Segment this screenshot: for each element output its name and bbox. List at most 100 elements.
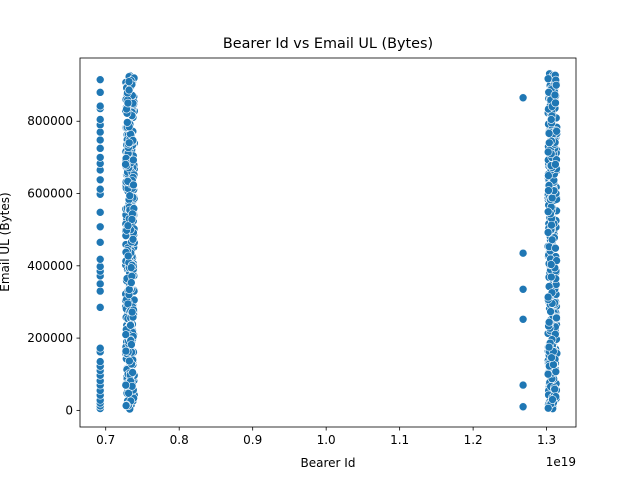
data-point [95,222,105,232]
data-point [543,369,553,379]
data-point [546,260,556,269]
data-point [544,317,554,327]
data-point [121,380,131,390]
data-point [544,129,554,138]
data-points [95,69,562,414]
data-point [546,272,556,282]
data-point [123,251,133,261]
data-point [95,135,105,145]
data-point [124,77,134,86]
data-point [543,292,553,302]
data-point [125,356,134,366]
data-point [543,403,553,413]
data-point [95,343,105,353]
data-point [518,380,528,390]
data-point [95,144,105,153]
data-point [121,330,131,339]
data-point [125,191,135,201]
data-point [551,98,560,108]
data-point [95,75,105,84]
data-point [518,402,528,412]
data-point [126,321,135,330]
x-tick-label: 0.8 [170,433,189,447]
data-point [129,180,138,190]
data-point [127,307,137,317]
x-tick-label: 1.0 [317,433,336,447]
data-point [121,160,130,169]
x-axis-offset-label: 1e19 [546,455,576,469]
data-point [544,186,553,195]
data-point [95,127,105,137]
data-point [543,228,553,237]
data-point [123,118,132,127]
data-point [95,175,105,185]
data-point [548,395,557,404]
data-point [547,220,556,230]
data-point [121,346,131,356]
data-point [551,367,561,376]
data-point [127,215,137,224]
data-point [552,313,561,323]
y-axis-label: Email UL (Bytes) [0,192,12,291]
data-point [552,126,561,136]
data-point [95,357,105,366]
data-point [544,171,553,180]
x-tick-label: 1.3 [537,433,556,447]
x-axis-label: Bearer Id [301,456,356,470]
data-point [543,207,553,217]
data-point [547,353,556,362]
data-point [128,235,138,244]
data-point [547,193,557,203]
data-point [129,155,138,165]
x-tick-label: 1.1 [390,433,409,447]
data-point [124,138,134,148]
data-point [551,80,561,90]
data-point [95,238,105,247]
y-axis-ticks: 0 200000 400000 600000 800000 [27,114,80,417]
x-axis-ticks: 0.7 0.8 0.9 1.0 1.1 1.2 1.3 [96,427,556,447]
y-tick-label: 600000 [27,187,73,201]
data-point [546,307,555,316]
y-tick-label: 800000 [27,114,73,128]
data-point [543,147,553,157]
x-tick-label: 0.7 [96,433,115,447]
data-point [127,340,136,349]
data-point [124,388,133,398]
data-point [95,279,105,289]
data-point [95,208,105,217]
x-tick-label: 0.9 [243,433,262,447]
data-point [518,284,528,294]
data-point [95,286,105,296]
data-point [518,248,528,258]
data-point [123,98,133,108]
chart-title: Bearer Id vs Email UL (Bytes) [223,36,433,52]
data-point [95,88,105,97]
data-point [124,85,134,95]
data-point [95,303,105,312]
data-point [128,368,137,377]
data-point [551,243,560,253]
data-point [123,221,133,231]
data-point [518,314,528,324]
data-point [550,384,560,394]
data-point [95,153,105,162]
data-point [543,74,553,84]
y-tick-label: 200000 [27,331,73,345]
data-point [126,263,136,272]
data-point [95,101,105,111]
data-point [544,342,554,352]
y-tick-label: 0 [65,403,73,417]
data-point [127,278,136,287]
data-point [95,184,105,194]
data-point [95,262,105,271]
data-point [518,93,528,103]
axes-frame [79,57,577,428]
data-point [550,90,560,100]
data-point [95,255,105,264]
data-point [545,138,554,148]
data-point [551,160,560,169]
y-tick-label: 400000 [27,259,73,273]
x-tick-label: 1.2 [464,433,483,447]
data-point [121,401,131,410]
